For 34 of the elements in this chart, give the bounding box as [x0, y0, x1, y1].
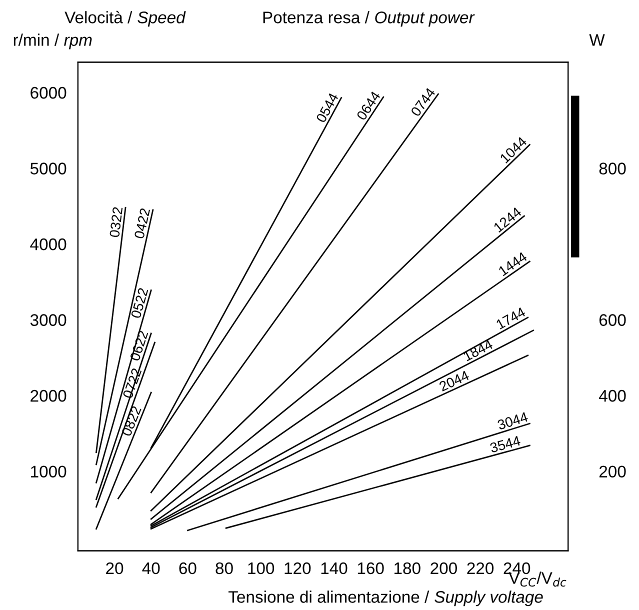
x-tick-label: 200 [430, 562, 457, 574]
y-tick-label: 3000 [30, 314, 66, 326]
x-axis-title: Tensione di alimentazione / Supply voltage [228, 590, 543, 606]
x-tick-label: 160 [358, 562, 384, 574]
text: 0422 [134, 208, 150, 239]
text: 0544 [316, 92, 339, 124]
text: 0522 [130, 287, 148, 319]
text: 1744 [496, 306, 526, 330]
category-label: 400 [599, 390, 626, 402]
x-tick-label: 220 [467, 562, 494, 574]
x-tick-label: 180 [394, 562, 420, 574]
y2-axis-title: Potenza resa / Output power [263, 11, 475, 27]
y-tick-label: 1000 [31, 466, 66, 478]
y-tick-label: 2000 [30, 390, 66, 402]
y-tick-label: 4000 [30, 238, 66, 250]
text: 2044 [438, 370, 470, 392]
x-tick-label: 120 [284, 562, 311, 574]
x-tick-label: 80 [216, 562, 233, 574]
y-axis-title: Velocità / Speed [64, 10, 186, 27]
category-label: 600 [599, 314, 626, 326]
text: 3544 [489, 436, 521, 453]
x-tick-label: 40 [142, 562, 160, 574]
x-tick-label: 140 [321, 562, 348, 574]
x-tick-label: 60 [179, 562, 196, 574]
text: r/min / rpm [14, 34, 92, 50]
x-tick-label: 100 [248, 562, 274, 574]
category-label: 800 [599, 162, 626, 174]
text: W [589, 34, 605, 46]
y-tick-label: 6000 [30, 86, 66, 99]
y-tick-label: 5000 [30, 162, 66, 174]
text: 0322 [109, 206, 123, 238]
category-label: 200 [599, 466, 626, 478]
text: 3044 [496, 412, 528, 430]
x-tick-label: 20 [106, 562, 124, 574]
